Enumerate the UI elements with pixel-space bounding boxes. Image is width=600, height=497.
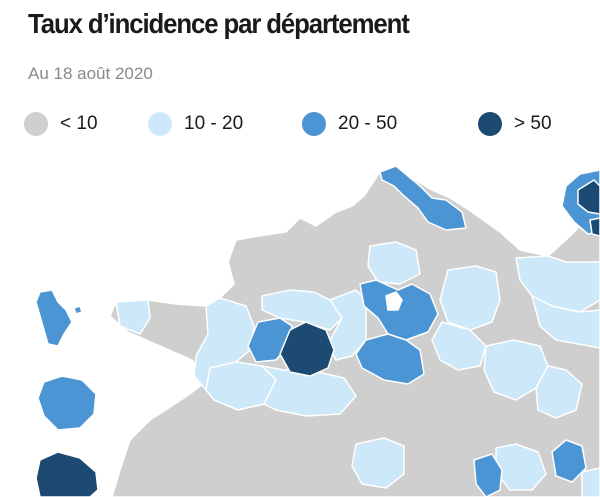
dept-drome — [473, 453, 503, 497]
dept-cote-dor — [431, 321, 487, 371]
dept-guadeloupe-island — [73, 305, 83, 315]
legend-item-gt50: > 50 — [478, 112, 552, 136]
dept-nord — [379, 165, 467, 231]
legend-swatch-20-50 — [302, 112, 326, 136]
dept-guadeloupe — [35, 289, 73, 347]
dept-alsace-south — [531, 295, 600, 349]
dept-haut-rhin — [589, 217, 600, 237]
dept-paris-center — [385, 291, 403, 311]
legend-label-10-20: 10 - 20 — [184, 113, 244, 134]
dept-paris-region — [359, 279, 439, 341]
dept-haute-savoie — [551, 439, 587, 483]
dept-bas-rhin — [577, 179, 600, 215]
legend-item-20-50: 20 - 50 — [302, 112, 397, 136]
legend-swatch-gt50 — [478, 112, 502, 136]
map-france-departements — [35, 165, 600, 497]
legend-label-gt50: > 50 — [514, 113, 552, 134]
dept-centre-north — [327, 289, 367, 361]
legend-swatch-10-20 — [148, 112, 172, 136]
page-title: Taux d’incidence par département — [28, 8, 410, 39]
legend-label-20-50: 20 - 50 — [338, 113, 398, 134]
legend-swatch-lt10 — [24, 112, 48, 136]
legend-label-lt10: < 10 — [60, 113, 98, 134]
legend: < 10 10 - 20 20 - 50 > 50 — [24, 112, 600, 142]
dept-ardeche — [351, 437, 405, 489]
dept-yonne-loiret — [355, 333, 425, 385]
legend-item-lt10: < 10 — [24, 112, 98, 136]
dept-normandie-east — [261, 289, 343, 331]
page-subtitle: Au 18 août 2020 — [28, 64, 153, 83]
dept-corse-strip — [581, 467, 600, 497]
dept-champagne — [439, 265, 501, 331]
dept-aisne — [367, 241, 421, 285]
dept-guyane — [35, 451, 99, 497]
dept-martinique — [37, 375, 97, 431]
dept-loir-et-cher — [279, 321, 335, 377]
legend-item-10-20: 10 - 20 — [148, 112, 243, 136]
dept-rhone-alpes — [535, 365, 583, 419]
dept-finistere-area — [115, 299, 151, 335]
